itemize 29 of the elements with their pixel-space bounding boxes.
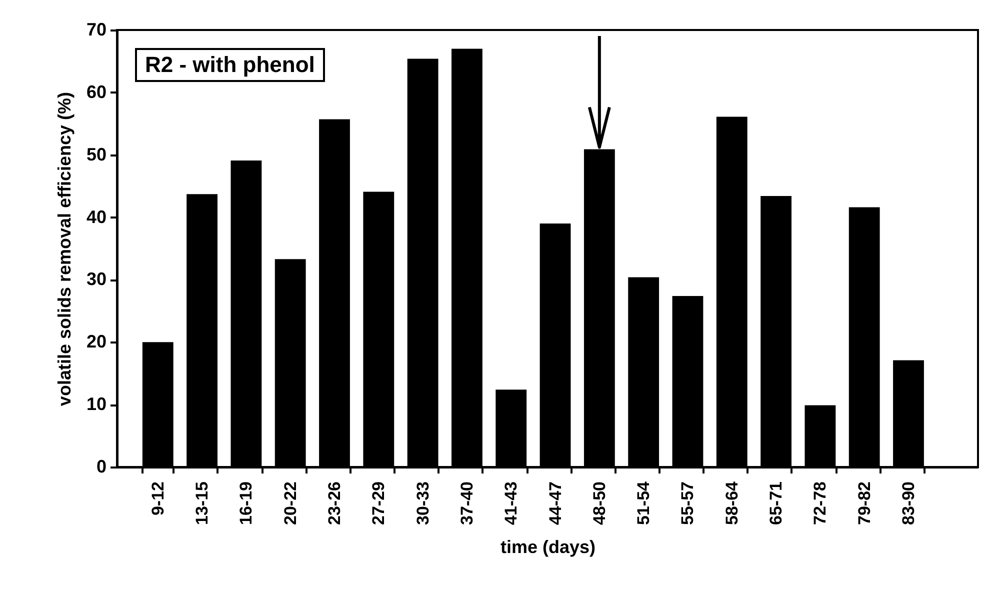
x-tick-label: 20-22 xyxy=(280,482,300,525)
x-tick-label: 16-19 xyxy=(236,482,256,525)
x-tick-label: 65-71 xyxy=(766,482,786,525)
x-tick-label: 83-90 xyxy=(899,482,918,525)
x-tick-label: 13-15 xyxy=(192,482,212,525)
x-tick-label: 55-57 xyxy=(678,482,698,525)
y-tick-label: 10 xyxy=(86,394,106,414)
x-tick-label: 37-40 xyxy=(457,482,476,525)
x-tick-label: 44-47 xyxy=(546,482,565,525)
x-tick-label: 72-78 xyxy=(810,482,830,525)
x-tick-label: 9-12 xyxy=(148,482,168,516)
x-tick-label: 41-43 xyxy=(502,482,521,525)
y-tick-label: 50 xyxy=(86,144,106,164)
x-tick-label: 48-50 xyxy=(590,482,609,525)
x-tick-label: 58-64 xyxy=(722,480,742,525)
y-tick-label: 30 xyxy=(86,269,106,290)
y-tick-label: 40 xyxy=(86,206,106,227)
y-axis-title: volatile solids removal efficiency (%) xyxy=(54,92,74,406)
x-tick-label: 23-26 xyxy=(325,482,344,525)
y-tick-label: 60 xyxy=(86,82,106,102)
x-tick-label: 79-82 xyxy=(854,482,874,525)
x-axis-title: time (days) xyxy=(500,536,596,557)
y-tick-label: 0 xyxy=(96,456,106,476)
x-tick-label: 27-29 xyxy=(369,482,388,525)
y-tick-label: 20 xyxy=(86,332,106,352)
x-tick-label: 30-33 xyxy=(413,482,432,525)
x-tick-label: 51-54 xyxy=(634,480,654,525)
y-tick-label: 70 xyxy=(86,20,106,40)
annotation: R2 - with phenol xyxy=(135,48,325,82)
